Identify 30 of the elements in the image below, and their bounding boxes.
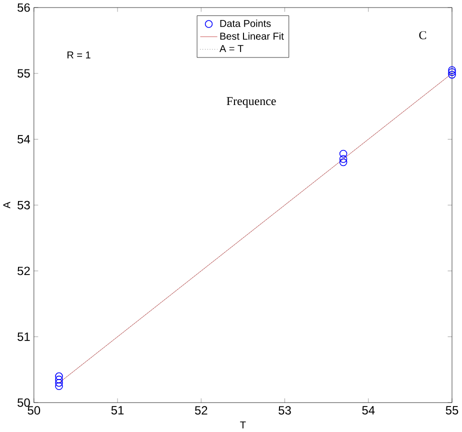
- x-tick-label: 53: [278, 406, 291, 415]
- y-axis-title: A: [3, 202, 10, 209]
- y-tick-label: 51: [18, 332, 30, 342]
- y-tick-label: 50: [18, 398, 30, 407]
- x-tick-label: 54: [362, 406, 375, 415]
- x-axis-title: T: [240, 422, 246, 428]
- y-tick-label: 56: [18, 3, 30, 12]
- point: [55, 372, 63, 380]
- y-tick-label: 53: [18, 201, 30, 210]
- y-tick-label: 54: [18, 135, 30, 144]
- point: [55, 376, 63, 384]
- y-tick-label: 55: [18, 69, 30, 78]
- annotation: C: [419, 31, 426, 40]
- point: [339, 150, 348, 158]
- annotation: R = 1: [68, 52, 90, 59]
- point: [339, 158, 348, 166]
- legend-label: Best Linear Fit: [220, 32, 284, 40]
- x-tick-label: 51: [111, 406, 124, 415]
- point: [55, 382, 63, 390]
- point: [448, 70, 456, 79]
- x-tick-label: 55: [446, 406, 458, 415]
- y-tick-label: 52: [18, 266, 30, 276]
- x-tick-label: 50: [28, 406, 40, 415]
- point: [55, 379, 63, 387]
- legend-label: A = T: [220, 45, 244, 52]
- point: [339, 155, 348, 164]
- x-tick-label: 52: [194, 406, 208, 415]
- annotation: Frequence: [226, 97, 276, 108]
- legend-label: Data Points: [220, 20, 271, 28]
- point: [448, 68, 456, 76]
